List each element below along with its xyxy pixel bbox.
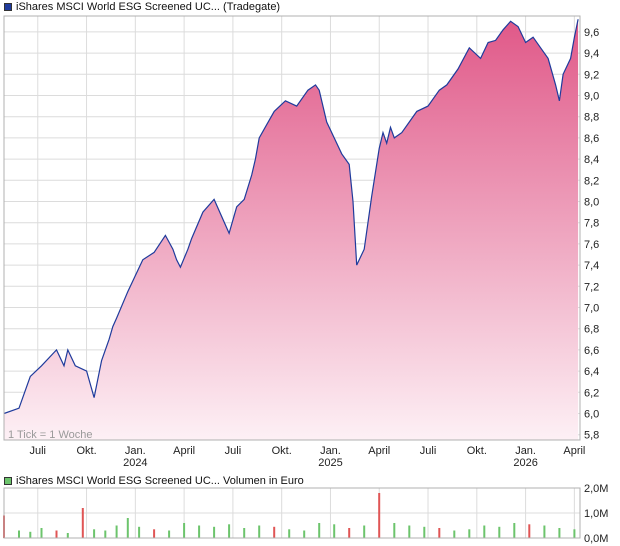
volume-bar bbox=[498, 526, 501, 539]
volume-bar bbox=[183, 523, 186, 538]
price-x-year-label: 2026 bbox=[513, 457, 537, 469]
volume-bar bbox=[393, 523, 396, 538]
volume-y-tick-label: 2,0M bbox=[584, 483, 608, 495]
volume-bar bbox=[3, 515, 5, 538]
volume-y-tick-label: 0,0M bbox=[584, 533, 608, 545]
volume-bar bbox=[423, 526, 426, 539]
price-y-tick-label: 7,2 bbox=[584, 281, 599, 293]
price-x-tick-label: Jan. bbox=[515, 445, 536, 457]
price-x-tick-label: April bbox=[173, 445, 195, 457]
price-y-tick-label: 6,6 bbox=[584, 345, 599, 357]
price-y-tick-label: 8,8 bbox=[584, 112, 599, 124]
volume-plot-frame bbox=[3, 487, 581, 539]
price-x-tick-label: Juli bbox=[225, 445, 242, 457]
price-y-tick-label: 5,8 bbox=[584, 430, 599, 442]
volume-grid bbox=[4, 487, 580, 539]
price-x-tick-label: Juli bbox=[420, 445, 437, 457]
price-y-tick-label: 6,8 bbox=[584, 324, 599, 336]
volume-legend-label: iShares MSCI World ESG Screened UC... Vo… bbox=[16, 475, 304, 487]
price-y-tick-label: 6,2 bbox=[584, 387, 599, 399]
volume-bar bbox=[318, 523, 321, 538]
volume-bar bbox=[408, 525, 411, 538]
price-y-tick-label: 8,2 bbox=[584, 175, 599, 187]
price-y-tick-label: 7,8 bbox=[584, 218, 599, 230]
volume-bar bbox=[483, 525, 486, 538]
price-y-tick-label: 8,4 bbox=[584, 154, 599, 166]
volume-bar bbox=[126, 518, 129, 538]
volume-y-tick-label: 1,0M bbox=[584, 508, 608, 520]
volume-bar bbox=[438, 528, 441, 538]
price-x-tick-label: April bbox=[368, 445, 390, 457]
volume-bar bbox=[528, 524, 531, 539]
volume-bar bbox=[273, 526, 276, 539]
price-x-tick-label: Okt. bbox=[76, 445, 96, 457]
price-y-tick-label: 6,0 bbox=[584, 409, 599, 421]
price-legend-label: iShares MSCI World ESG Screened UC... (T… bbox=[16, 1, 281, 13]
tick-note: 1 Tick = 1 Woche bbox=[8, 429, 92, 441]
volume-bar bbox=[558, 528, 561, 538]
price-y-tick-label: 9,4 bbox=[584, 48, 599, 60]
volume-bar bbox=[138, 526, 141, 539]
volume-bar bbox=[40, 528, 43, 538]
price-legend-swatch-icon bbox=[4, 3, 12, 11]
price-area bbox=[4, 19, 579, 440]
volume-legend-swatch-icon bbox=[4, 477, 12, 485]
price-y-tick-label: 7,4 bbox=[584, 260, 599, 272]
volume-bar bbox=[258, 525, 261, 538]
price-y-tick-label: 9,0 bbox=[584, 91, 599, 103]
price-y-axis: 5,8 6,0 6,2 6,4 6,6 6,8 7,0 7,2 7,4 7,6 7,8 8,0 8,2 8… bbox=[584, 27, 599, 442]
volume-bar bbox=[303, 530, 306, 538]
price-y-tick-label: 7,6 bbox=[584, 239, 599, 251]
volume-bar bbox=[378, 493, 381, 538]
price-plot-frame bbox=[3, 15, 581, 441]
price-x-tick-label: Juli bbox=[30, 445, 47, 457]
volume-bar bbox=[573, 529, 576, 539]
volume-bar bbox=[213, 526, 216, 539]
price-x-axis: Juli Okt. Jan. April Juli Okt. Jan. April Juli Ok… bbox=[30, 445, 586, 469]
price-y-tick-label: 8,0 bbox=[584, 197, 599, 209]
price-chart: 5,8 6,0 6,2 6,4 6,6 6,8 7,0 7,2 7,4 7,6 7,8 8,0 8,2 8… bbox=[3, 15, 599, 469]
volume-bar bbox=[198, 525, 201, 538]
volume-bar bbox=[513, 523, 516, 538]
price-x-tick-label: Okt. bbox=[272, 445, 292, 457]
volume-bar bbox=[66, 533, 69, 538]
volume-bar bbox=[18, 530, 20, 538]
volume-bar bbox=[168, 530, 171, 538]
volume-bar bbox=[153, 529, 156, 539]
price-y-tick-label: 7,0 bbox=[584, 303, 599, 315]
price-x-year-label: 2025 bbox=[318, 457, 342, 469]
volume-bar bbox=[348, 528, 351, 538]
volume-bars bbox=[3, 493, 576, 539]
volume-bar bbox=[243, 528, 246, 538]
volume-bar bbox=[55, 530, 58, 538]
price-x-tick-label: Jan. bbox=[320, 445, 341, 457]
price-y-tick-label: 9,6 bbox=[584, 27, 599, 39]
volume-bar bbox=[104, 530, 107, 538]
volume-bar bbox=[468, 529, 471, 539]
volume-bar bbox=[228, 524, 231, 539]
volume-legend: iShares MSCI World ESG Screened UC... Vo… bbox=[4, 474, 304, 488]
volume-bar bbox=[363, 525, 366, 538]
price-y-tick-label: 9,2 bbox=[584, 69, 599, 81]
price-x-tick-label: Jan. bbox=[125, 445, 146, 457]
price-y-tick-label: 8,6 bbox=[584, 133, 599, 145]
price-legend: iShares MSCI World ESG Screened UC... (T… bbox=[4, 0, 280, 14]
volume-bar bbox=[115, 525, 118, 538]
volume-bar bbox=[93, 529, 96, 539]
price-x-tick-label: Okt. bbox=[467, 445, 487, 457]
price-line bbox=[3, 19, 579, 415]
volume-bar bbox=[453, 530, 456, 538]
volume-y-axis: 0,0M 1,0M 2,0M bbox=[584, 483, 608, 545]
volume-bar bbox=[288, 529, 291, 539]
volume-bar bbox=[29, 531, 32, 539]
volume-bar bbox=[333, 524, 336, 539]
price-y-tick-label: 6,4 bbox=[584, 366, 599, 378]
volume-bar bbox=[543, 525, 546, 538]
price-x-year-label: 2024 bbox=[123, 457, 147, 469]
price-x-tick-label: April bbox=[563, 445, 585, 457]
volume-bar bbox=[81, 508, 84, 538]
